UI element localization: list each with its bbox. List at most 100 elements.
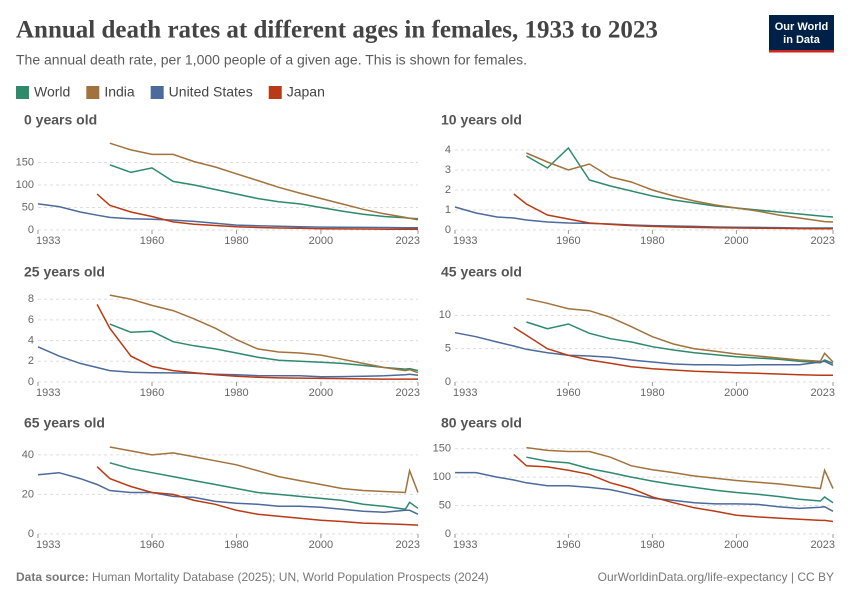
- x-tick-label: 1980: [224, 387, 248, 399]
- x-tick-label: 1980: [640, 539, 664, 551]
- logo-text: Our World: [775, 21, 829, 33]
- legend-item[interactable]: World: [16, 84, 70, 100]
- series-line: [526, 146, 834, 218]
- y-tick-label: 40: [22, 449, 34, 461]
- y-tick-label: 2: [445, 184, 451, 196]
- x-tick-label: 2023: [811, 235, 835, 247]
- legend-item[interactable]: United States: [150, 84, 253, 100]
- source-text: Human Mortality Database (2025); UN, Wor…: [92, 570, 489, 584]
- series-line: [109, 164, 419, 220]
- x-tick-label: 1960: [140, 539, 164, 551]
- panel-title: 45 years old: [441, 264, 522, 280]
- y-tick-label: 4: [445, 144, 451, 156]
- x-tick-label: 2023: [396, 235, 420, 247]
- y-tick-label: 2: [28, 355, 34, 367]
- y-tick-label: 100: [433, 471, 451, 483]
- legend-label: Japan: [287, 84, 325, 100]
- y-tick-label: 1: [445, 204, 451, 216]
- y-tick-label: 10: [439, 309, 451, 321]
- series-line: [454, 331, 834, 367]
- y-tick-label: 5: [445, 343, 451, 355]
- series-line: [37, 203, 419, 229]
- x-tick-label: 1933: [453, 539, 477, 551]
- x-tick-label: 1980: [640, 387, 664, 399]
- x-tick-label: 2023: [811, 539, 835, 551]
- series-line: [455, 471, 834, 512]
- series-line: [109, 462, 419, 511]
- legend-swatch: [150, 86, 164, 99]
- y-tick-label: 0: [28, 376, 34, 388]
- y-tick-label: 8: [28, 293, 34, 305]
- x-tick-label: 1933: [36, 539, 60, 551]
- y-tick-label: 50: [22, 201, 34, 213]
- legend-swatch: [16, 86, 29, 99]
- title: Annual death rates at different ages in …: [16, 17, 658, 44]
- series-line: [96, 193, 418, 231]
- x-tick-label: 1933: [36, 387, 60, 399]
- panel-title: 0 years old: [24, 112, 97, 128]
- series-line: [513, 453, 834, 523]
- series-line: [96, 466, 419, 526]
- series-line: [109, 323, 419, 372]
- series-line: [513, 326, 833, 377]
- series-line: [96, 304, 418, 380]
- logo-box: [769, 15, 834, 52]
- y-tick-label: 0: [445, 224, 451, 236]
- series-line: [526, 446, 834, 490]
- series-line: [526, 152, 834, 223]
- y-tick-label: 0: [28, 528, 34, 540]
- series-line: [109, 142, 419, 221]
- series-line: [526, 297, 834, 363]
- series-line: [526, 456, 834, 504]
- logo[interactable]: Our World in Data: [769, 15, 834, 53]
- y-tick-label: 150: [16, 156, 34, 168]
- legend-label: United States: [169, 84, 253, 100]
- x-tick-label: 2000: [309, 387, 333, 399]
- legend-label: World: [34, 84, 70, 100]
- y-tick-label: 0: [445, 528, 451, 540]
- logo-bar: [769, 50, 834, 53]
- x-tick-label: 1980: [224, 235, 248, 247]
- x-tick-label: 2023: [396, 539, 420, 551]
- y-tick-label: 6: [28, 314, 34, 326]
- y-tick-label: 100: [16, 179, 34, 191]
- series-line: [109, 294, 419, 374]
- series-line: [526, 321, 834, 364]
- x-tick-label: 2000: [309, 539, 333, 551]
- x-tick-label: 1933: [453, 235, 477, 247]
- panel-title: 25 years old: [24, 264, 105, 280]
- y-tick-label: 4: [28, 335, 34, 347]
- x-tick-label: 2023: [396, 387, 420, 399]
- x-tick-label: 1960: [556, 539, 580, 551]
- source-label: Data source:: [16, 570, 89, 584]
- x-tick-label: 1933: [453, 387, 477, 399]
- y-tick-label: 0: [445, 376, 451, 388]
- legend-item[interactable]: India: [86, 84, 135, 100]
- y-tick-label: 150: [433, 443, 451, 455]
- series-line: [37, 346, 419, 378]
- series-line: [109, 446, 419, 494]
- x-tick-label: 1960: [140, 387, 164, 399]
- series-line: [37, 471, 419, 515]
- x-tick-label: 2000: [724, 387, 748, 399]
- legend-item[interactable]: Japan: [268, 84, 325, 100]
- y-tick-label: 0: [28, 224, 34, 236]
- legend-swatch: [86, 86, 100, 99]
- x-tick-label: 2023: [811, 387, 835, 399]
- x-tick-label: 2000: [309, 235, 333, 247]
- x-tick-label: 1960: [556, 235, 580, 247]
- panel-title: 80 years old: [441, 415, 522, 431]
- panel-title: 65 years old: [24, 415, 105, 431]
- legend-label: India: [104, 84, 135, 100]
- series-line: [513, 193, 833, 230]
- x-tick-label: 1980: [224, 539, 248, 551]
- legend-swatch: [268, 86, 282, 99]
- panel-title: 10 years old: [441, 112, 522, 128]
- y-tick-label: 20: [22, 488, 34, 500]
- y-tick-label: 50: [439, 499, 451, 511]
- url[interactable]: OurWorldinData.org/life-expectancy | CC …: [598, 570, 834, 584]
- x-tick-label: 2000: [724, 539, 748, 551]
- x-tick-label: 1980: [640, 235, 664, 247]
- y-tick-label: 3: [445, 164, 451, 176]
